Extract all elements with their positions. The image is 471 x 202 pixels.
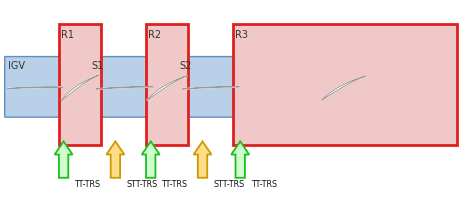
FancyArrow shape [55, 141, 73, 178]
Polygon shape [146, 24, 188, 145]
Polygon shape [59, 24, 101, 145]
Text: R3: R3 [236, 30, 249, 40]
Polygon shape [97, 87, 153, 89]
Polygon shape [61, 75, 99, 101]
Polygon shape [73, 57, 167, 117]
Polygon shape [233, 24, 457, 145]
Polygon shape [147, 76, 187, 100]
Text: TT-TRS: TT-TRS [251, 180, 277, 189]
Polygon shape [8, 87, 63, 88]
Polygon shape [160, 57, 254, 117]
Text: STT-TRS: STT-TRS [126, 180, 157, 189]
Text: TT-TRS: TT-TRS [74, 180, 100, 189]
FancyArrow shape [106, 141, 124, 178]
Polygon shape [183, 87, 239, 89]
FancyArrow shape [142, 141, 160, 178]
Text: S2: S2 [179, 61, 191, 71]
Text: TT-TRS: TT-TRS [162, 180, 187, 189]
Text: R1: R1 [61, 30, 74, 40]
Polygon shape [5, 57, 82, 117]
FancyArrow shape [231, 141, 249, 178]
Polygon shape [322, 76, 365, 100]
Text: STT-TRS: STT-TRS [213, 180, 244, 189]
Text: R2: R2 [148, 30, 162, 40]
Text: S1: S1 [92, 61, 104, 71]
FancyArrow shape [194, 141, 211, 178]
Text: IGV: IGV [8, 61, 25, 71]
